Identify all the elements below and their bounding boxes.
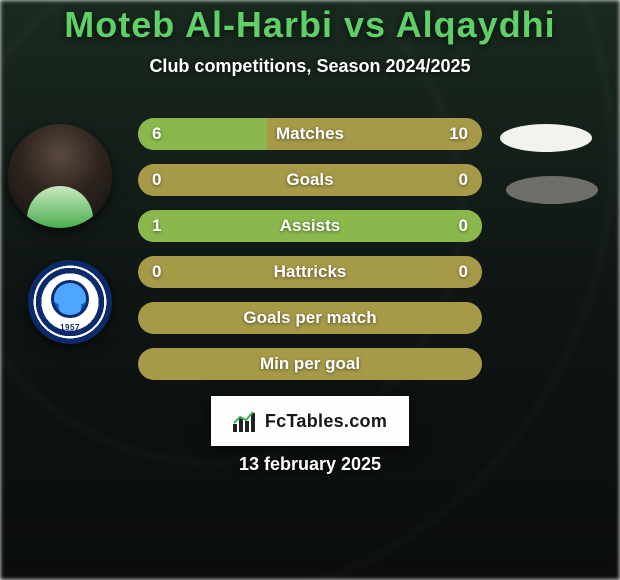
stat-value-right: 10: [449, 118, 468, 150]
stat-value-left: 1: [152, 210, 161, 242]
subtitle: Club competitions, Season 2024/2025: [0, 56, 620, 77]
page-title: Moteb Al-Harbi vs Alqaydhi: [0, 0, 620, 46]
stat-label: Goals per match: [138, 302, 482, 334]
stat-value-left: 6: [152, 118, 161, 150]
brand-text: FcTables.com: [265, 411, 387, 432]
stat-row: Matches6 10: [138, 118, 482, 150]
stat-row: Hattricks0 0: [138, 256, 482, 288]
player2-club-crest: 1957: [28, 260, 112, 344]
stat-value-right: 0: [459, 164, 468, 196]
stat-value-left: 0: [152, 256, 161, 288]
stat-row: Goals per match: [138, 302, 482, 334]
stats-block: Matches610Goals00Assists10Hattricks00Goa…: [138, 118, 482, 394]
stat-value-left: 0: [152, 164, 161, 196]
stat-row: Goals0 0: [138, 164, 482, 196]
stat-row: Assists1 0: [138, 210, 482, 242]
stat-label: Min per goal: [138, 348, 482, 380]
brand-box: FcTables.com: [211, 396, 409, 446]
stat-row: Min per goal: [138, 348, 482, 380]
player1-avatar: [8, 124, 112, 228]
stat-value-right: 0: [459, 256, 468, 288]
person-photo-placeholder: [8, 124, 112, 228]
fctables-logo-icon: [233, 410, 259, 432]
footer-date: 13 february 2025: [0, 454, 620, 475]
stat-label: Assists: [138, 210, 482, 242]
stat-label: Hattricks: [138, 256, 482, 288]
decorative-ellipse: [500, 124, 592, 152]
crest-year: 1957: [31, 323, 109, 332]
stat-label: Matches: [138, 118, 482, 150]
football-icon: [51, 280, 88, 317]
crest-icon: 1957: [28, 260, 112, 344]
decorative-ellipse: [506, 176, 598, 204]
stat-value-right: 0: [459, 210, 468, 242]
stat-label: Goals: [138, 164, 482, 196]
